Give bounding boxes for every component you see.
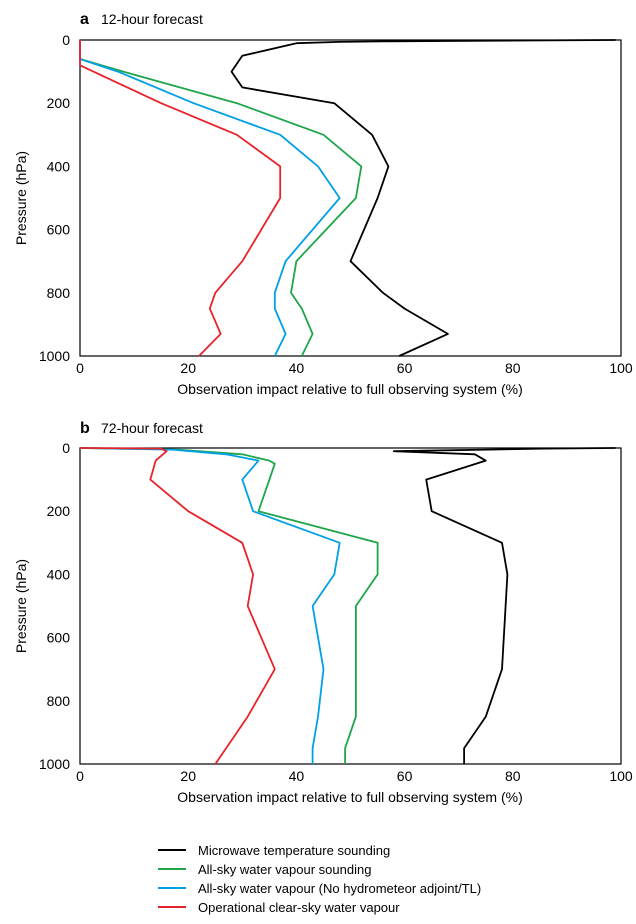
x-tick-label: 40 [289,360,305,376]
y-tick-label: 1000 [39,348,70,364]
panel-a: a 12-hour forecast 0 20 40 60 80 100 0 2… [13,11,633,397]
legend: Microwave temperature sounding All-sky w… [158,843,481,915]
panel-b-x-ticks: 0 20 40 60 80 100 [76,768,633,784]
legend-label: Operational clear-sky water vapour [198,900,400,915]
panel-a-x-axis-label: Observation impact relative to full obse… [177,381,522,397]
panel-a-x-ticks: 0 20 40 60 80 100 [76,360,633,376]
series-line-4 [79,40,282,357]
legend-label: Microwave temperature sounding [198,843,390,858]
panel-b-series-lines [79,447,616,765]
panel-b-title: 72-hour forecast [101,420,203,436]
x-tick-label: 0 [76,360,84,376]
series-line-1 [230,39,616,357]
x-tick-label: 40 [289,768,305,784]
panel-b-y-ticks: 0 200 400 600 800 1000 [39,440,70,772]
panel-a-y-axis-label: Pressure (hPa) [13,151,29,245]
y-tick-label: 400 [47,158,71,174]
y-tick-label: 0 [62,32,70,48]
x-tick-label: 100 [609,360,633,376]
x-tick-label: 100 [609,768,633,784]
series-line-3 [79,40,341,357]
y-tick-label: 400 [47,566,71,582]
panel-b-letter: b [80,420,90,437]
panel-a-title: 12-hour forecast [101,11,203,27]
series-line-1 [392,447,616,764]
x-tick-label: 0 [76,768,84,784]
y-tick-label: 1000 [39,756,70,772]
y-tick-label: 600 [47,222,71,238]
y-tick-label: 0 [62,440,70,456]
series-line-3 [79,447,341,764]
panel-b-plot-frame [79,447,622,765]
y-tick-label: 800 [47,693,71,709]
x-tick-label: 80 [505,360,521,376]
series-line-4 [79,447,276,765]
panel-b-x-axis-label: Observation impact relative to full obse… [177,789,522,805]
series-line-2 [79,40,363,357]
x-tick-label: 20 [180,768,196,784]
legend-label: All-sky water vapour sounding [198,862,371,877]
x-tick-label: 60 [397,768,413,784]
x-tick-label: 20 [180,360,196,376]
legend-label: All-sky water vapour (No hydrometeor adj… [198,881,481,896]
panel-a-plot-frame [79,39,622,357]
panel-b: b 72-hour forecast 0 20 40 60 80 100 0 2… [13,420,633,805]
y-tick-label: 800 [47,285,71,301]
panel-a-series-lines [79,39,616,357]
x-tick-label: 80 [505,768,521,784]
y-tick-label: 200 [47,503,71,519]
series-line-2 [79,447,379,764]
panel-a-letter: a [80,11,89,28]
y-tick-label: 200 [47,95,71,111]
y-tick-label: 600 [47,630,71,646]
panel-b-y-axis-label: Pressure (hPa) [13,559,29,653]
panel-a-y-ticks: 0 200 400 600 800 1000 [39,32,70,364]
x-tick-label: 60 [397,360,413,376]
